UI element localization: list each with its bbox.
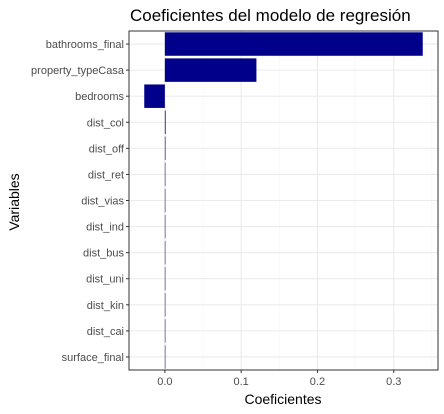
bar-dist-ind [164, 214, 166, 239]
y-tick-label: dist_vias [81, 196, 124, 208]
y-tick-label: dist_off [89, 143, 125, 155]
bar-dist-ret [164, 162, 166, 187]
bar-surface-final [164, 345, 166, 369]
bar-bathrooms-final [164, 32, 423, 56]
bar-dist-bus [164, 240, 166, 265]
bar-dist-cai [164, 319, 166, 343]
x-axis-ticks: 0.0 0.1 0.2 0.3 [157, 370, 401, 388]
bar-property-typecasa [164, 58, 257, 82]
y-tick-label: dist_bus [83, 248, 124, 260]
y-tick-label: surface_final [62, 352, 124, 364]
bar-dist-vias [164, 188, 166, 213]
y-axis-title: Variables [6, 173, 22, 230]
x-axis-title: Coeficientes [244, 391, 321, 407]
y-tick-label: bathrooms_final [46, 39, 124, 51]
bars [144, 32, 423, 369]
bar-bedrooms [144, 84, 165, 108]
bar-dist-kin [164, 293, 166, 317]
y-tick-label: dist_col [87, 117, 124, 129]
bar-dist-uni [164, 266, 166, 291]
x-tick-label: 0.0 [157, 376, 172, 388]
bar-dist-col [164, 110, 166, 135]
y-tick-label: dist_ind [86, 222, 124, 234]
y-tick-label: dist_kin [87, 300, 124, 312]
x-tick-label: 0.1 [234, 376, 249, 388]
chart-title: Coeficientes del modelo de regresión [130, 6, 411, 25]
y-tick-label: dist_ret [88, 169, 124, 181]
bar-dist-off [164, 136, 166, 161]
grid [129, 31, 438, 370]
panel-border [128, 30, 439, 371]
y-tick-label: dist_uni [86, 274, 124, 286]
y-tick-label: bedrooms [75, 91, 124, 103]
y-tick-label: property_typeCasa [31, 65, 125, 77]
x-tick-label: 0.3 [386, 376, 401, 388]
x-tick-label: 0.2 [310, 376, 325, 388]
y-tick-label: dist_cai [87, 326, 124, 338]
y-axis-ticks: bathrooms_final property_typeCasa bedrooms… [31, 39, 129, 364]
